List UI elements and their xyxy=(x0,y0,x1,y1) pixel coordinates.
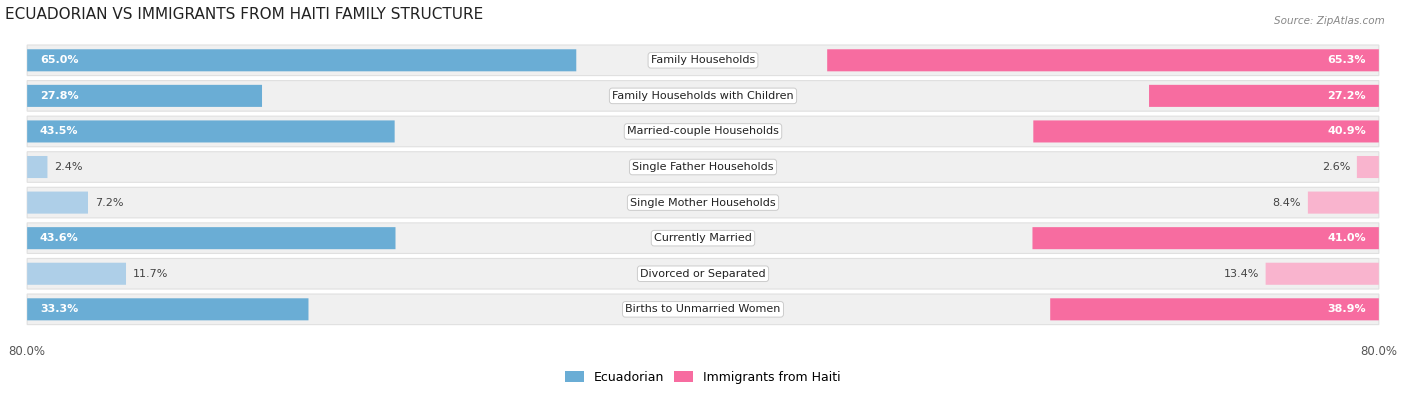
Text: 40.9%: 40.9% xyxy=(1327,126,1367,136)
FancyBboxPatch shape xyxy=(27,294,1379,325)
FancyBboxPatch shape xyxy=(27,85,262,107)
Text: Births to Unmarried Women: Births to Unmarried Women xyxy=(626,304,780,314)
FancyBboxPatch shape xyxy=(27,120,395,143)
Text: Currently Married: Currently Married xyxy=(654,233,752,243)
FancyBboxPatch shape xyxy=(27,81,1379,111)
FancyBboxPatch shape xyxy=(27,227,395,249)
FancyBboxPatch shape xyxy=(27,263,127,285)
FancyBboxPatch shape xyxy=(27,298,308,320)
FancyBboxPatch shape xyxy=(1032,227,1379,249)
Text: 65.0%: 65.0% xyxy=(39,55,79,65)
FancyBboxPatch shape xyxy=(1308,192,1379,214)
Text: 41.0%: 41.0% xyxy=(1327,233,1367,243)
Text: 43.5%: 43.5% xyxy=(39,126,79,136)
FancyBboxPatch shape xyxy=(27,116,1379,147)
Text: Divorced or Separated: Divorced or Separated xyxy=(640,269,766,279)
Text: 2.4%: 2.4% xyxy=(55,162,83,172)
Text: Single Mother Households: Single Mother Households xyxy=(630,198,776,208)
Text: 27.2%: 27.2% xyxy=(1327,91,1367,101)
FancyBboxPatch shape xyxy=(1149,85,1379,107)
FancyBboxPatch shape xyxy=(1033,120,1379,143)
FancyBboxPatch shape xyxy=(27,192,89,214)
Text: 2.6%: 2.6% xyxy=(1322,162,1350,172)
Text: Family Households with Children: Family Households with Children xyxy=(612,91,794,101)
Text: 13.4%: 13.4% xyxy=(1223,269,1258,279)
Legend: Ecuadorian, Immigrants from Haiti: Ecuadorian, Immigrants from Haiti xyxy=(560,366,846,389)
Text: 65.3%: 65.3% xyxy=(1327,55,1367,65)
Text: 33.3%: 33.3% xyxy=(39,304,79,314)
FancyBboxPatch shape xyxy=(27,223,1379,254)
FancyBboxPatch shape xyxy=(827,49,1379,71)
Text: Married-couple Households: Married-couple Households xyxy=(627,126,779,136)
FancyBboxPatch shape xyxy=(1050,298,1379,320)
Text: Family Households: Family Households xyxy=(651,55,755,65)
Text: 27.8%: 27.8% xyxy=(39,91,79,101)
Text: ECUADORIAN VS IMMIGRANTS FROM HAITI FAMILY STRUCTURE: ECUADORIAN VS IMMIGRANTS FROM HAITI FAMI… xyxy=(6,7,484,22)
Text: 7.2%: 7.2% xyxy=(94,198,124,208)
FancyBboxPatch shape xyxy=(27,45,1379,75)
FancyBboxPatch shape xyxy=(27,187,1379,218)
FancyBboxPatch shape xyxy=(27,156,48,178)
Text: 8.4%: 8.4% xyxy=(1272,198,1301,208)
Text: 43.6%: 43.6% xyxy=(39,233,79,243)
Text: Single Father Households: Single Father Households xyxy=(633,162,773,172)
Text: 38.9%: 38.9% xyxy=(1327,304,1367,314)
FancyBboxPatch shape xyxy=(1357,156,1379,178)
FancyBboxPatch shape xyxy=(27,152,1379,182)
Text: 11.7%: 11.7% xyxy=(132,269,169,279)
FancyBboxPatch shape xyxy=(1265,263,1379,285)
Text: Source: ZipAtlas.com: Source: ZipAtlas.com xyxy=(1274,16,1385,26)
FancyBboxPatch shape xyxy=(27,49,576,71)
FancyBboxPatch shape xyxy=(27,258,1379,289)
